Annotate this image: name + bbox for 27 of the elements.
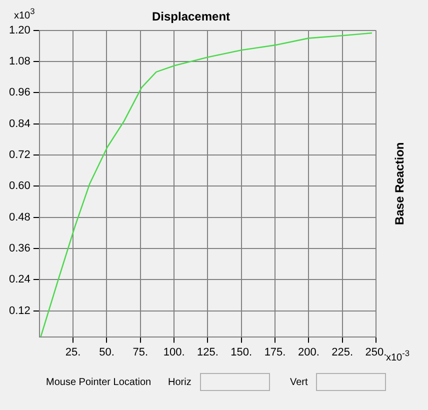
x-tick-label: 75. bbox=[132, 346, 148, 358]
y-tick-label: 0.84 bbox=[8, 118, 30, 130]
y-tick-label: 0.36 bbox=[8, 242, 30, 255]
y-tick-label: 0.48 bbox=[8, 211, 30, 224]
x-tick-label: 225. bbox=[332, 346, 354, 358]
y-tick-label: 0.12 bbox=[8, 304, 30, 317]
y-axis-title: Base Reaction bbox=[392, 142, 406, 225]
x-tick-label: 200. bbox=[298, 346, 320, 358]
text: Mouse Pointer Location bbox=[46, 377, 152, 388]
y-tick-label: 0.24 bbox=[8, 274, 30, 286]
text: x10$^{3}$ bbox=[14, 6, 35, 22]
text: x10$^{-3}$ bbox=[386, 348, 410, 364]
y-tick-label: 1.08 bbox=[8, 56, 30, 68]
x-tick-label: 125. bbox=[196, 346, 218, 358]
chart-title: Displacement bbox=[152, 10, 230, 24]
x-tick-label: 175. bbox=[264, 346, 286, 358]
x-tick-label: 250. bbox=[365, 346, 387, 358]
x-tick-label: 50. bbox=[99, 346, 114, 358]
y-tick-label: 1.20 bbox=[8, 24, 30, 36]
text: Vert bbox=[290, 377, 308, 388]
text: Horiz bbox=[168, 377, 192, 388]
x-tick-label: 25. bbox=[65, 346, 81, 358]
x-tick-label: 100. bbox=[163, 346, 185, 358]
y-tick-label: 0.96 bbox=[8, 86, 30, 99]
x-tick-label: 150. bbox=[230, 346, 252, 358]
y-tick-label: 0.60 bbox=[8, 180, 30, 192]
y-tick-label: 0.72 bbox=[8, 149, 30, 162]
